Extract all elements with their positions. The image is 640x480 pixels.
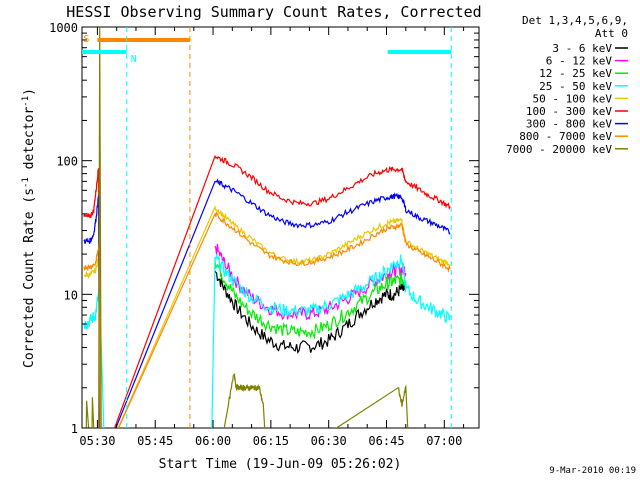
series-12-25keV [214, 260, 407, 340]
x-tick-label: 06:15 [253, 434, 289, 448]
legend-entry-label: 300 - 800 keV [526, 118, 612, 131]
y-tick-label: 100 [56, 155, 78, 169]
x-tick-label: 05:30 [79, 434, 115, 448]
series-7000-20000keV [85, 27, 409, 428]
legend-entry-label: 12 - 25 keV [539, 67, 612, 80]
x-tick-label: 06:00 [195, 434, 231, 448]
axes: 05:30 05:45 06:00 06:15 06:30 06:45 07:00 1 10 10… [49, 21, 479, 448]
chart-title: HESSI Observing Summary Count Rates, Cor… [66, 3, 481, 21]
series-line-4 [83, 205, 451, 428]
legend-entry-label: 6 - 12 keV [546, 55, 613, 68]
series-100-300keV [83, 154, 451, 428]
y-tick-label: 1 [71, 422, 78, 436]
x-tick-label: 06:30 [311, 434, 347, 448]
x-tick-label: 06:45 [368, 434, 404, 448]
legend-entry-label: 3 - 6 keV [552, 42, 612, 55]
y-axis-label: Corrected Count Rate (s-1 detector-1) [21, 88, 37, 368]
series-line-8 [85, 27, 409, 428]
legend-entry-label: 7000 - 20000 keV [506, 143, 612, 156]
observing-markers: SN [82, 27, 452, 428]
legend-entry-label: 50 - 100 keV [533, 92, 613, 105]
series-line-2 [214, 260, 407, 340]
series-line-7 [83, 211, 451, 428]
x-axis-label: Start Time (19-Jun-09 05:26:02) [159, 457, 402, 472]
series-line-0 [214, 270, 407, 355]
y-tick-label: 1000 [49, 21, 78, 35]
marker-label-N: N [131, 54, 137, 65]
series-800-7000keV [83, 211, 451, 428]
series-line-6 [83, 178, 451, 428]
series-300-800keV [83, 178, 451, 428]
series-3-6keV [214, 270, 407, 355]
series-line-5 [83, 154, 451, 428]
series-line-3 [83, 254, 451, 428]
y-tick-label: 10 [64, 288, 78, 302]
x-tick-label: 07:00 [426, 434, 462, 448]
series-50-100keV [83, 205, 451, 428]
legend-title-line1: Det 1,3,4,5,6,9, [522, 14, 628, 27]
x-tick-label: 05:45 [137, 434, 173, 448]
series-25-50keV [83, 254, 451, 428]
legend-entry-label: 800 - 7000 keV [519, 130, 612, 143]
plot-frame [81, 26, 480, 429]
legend-entry-label: 100 - 300 keV [526, 105, 612, 118]
legend-entry-label: 25 - 50 keV [539, 80, 612, 93]
legend-title-line2: Att 0 [595, 27, 628, 40]
series-layer [83, 27, 451, 428]
footer-date: 9-Mar-2010 00:19 [549, 466, 636, 476]
